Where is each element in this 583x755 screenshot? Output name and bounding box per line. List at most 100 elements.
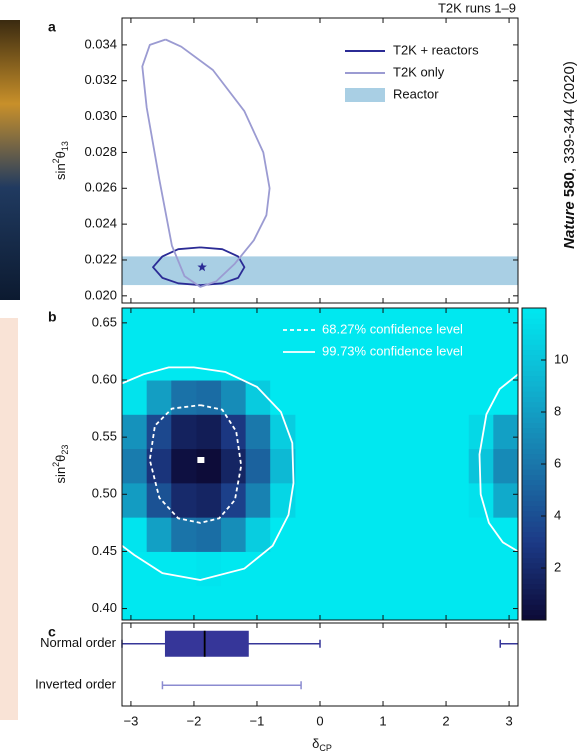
heat-cell xyxy=(444,517,470,552)
colorbar-segment xyxy=(522,589,546,595)
y-tick-label: 0.028 xyxy=(84,144,117,159)
box xyxy=(165,631,249,657)
colorbar-segment xyxy=(522,599,546,605)
colorbar-segment xyxy=(522,396,546,402)
heat-cell xyxy=(419,517,444,552)
colorbar-segment xyxy=(522,433,546,439)
colorbar-segment xyxy=(522,500,546,506)
colorbar-segment xyxy=(522,506,546,512)
heat-cell xyxy=(295,517,320,552)
heat-cell xyxy=(147,586,172,621)
colorbar-segment xyxy=(522,365,546,371)
heat-cell xyxy=(320,449,345,484)
legend-label: Reactor xyxy=(393,86,439,101)
heat-cell xyxy=(122,414,147,449)
pages: , 339-344 (2020) xyxy=(561,61,578,172)
heat-cell xyxy=(171,346,197,381)
heat-cell xyxy=(394,483,419,518)
colorbar-segment xyxy=(522,386,546,392)
colorbar-segment xyxy=(522,329,546,335)
heat-cell xyxy=(345,449,371,484)
colorbar-segment xyxy=(522,417,546,423)
heat-cell xyxy=(196,346,221,381)
heat-cell xyxy=(171,308,197,346)
heat-cell xyxy=(419,380,444,415)
colorbar-tick-label: 8 xyxy=(554,403,561,418)
y-tick-label: 0.40 xyxy=(92,600,117,615)
y-tick-label: 0.034 xyxy=(84,36,117,51)
heat-cell xyxy=(147,517,172,552)
heat-cell xyxy=(370,483,395,518)
heat-cell xyxy=(270,308,296,346)
x-tick-label: 0 xyxy=(316,713,323,728)
y-tick-label: 0.020 xyxy=(84,287,117,302)
legend-swatch xyxy=(345,88,385,102)
heat-cell xyxy=(493,586,518,621)
y-axis-label: sin2θ13 xyxy=(51,141,70,180)
x-tick-label: −2 xyxy=(187,713,202,728)
colorbar-segment xyxy=(522,464,546,470)
colorbar-segment xyxy=(522,350,546,356)
heat-cell xyxy=(270,380,296,415)
contour-line xyxy=(142,40,269,287)
colorbar-segment xyxy=(522,578,546,584)
colorbar-segment xyxy=(522,428,546,434)
heat-cell xyxy=(419,483,444,518)
heat-cell xyxy=(345,414,371,449)
colorbar-segment xyxy=(522,412,546,418)
colorbar-segment xyxy=(522,474,546,480)
y-tick-label: 0.65 xyxy=(92,314,117,329)
heat-cell xyxy=(246,308,271,346)
colorbar-segment xyxy=(522,376,546,382)
colorbar-segment xyxy=(522,490,546,496)
colorbar-segment xyxy=(522,547,546,553)
colorbar-segment xyxy=(522,537,546,543)
heat-cell xyxy=(122,483,147,518)
colorbar-segment xyxy=(522,308,546,314)
figure: T2K runs 1–9 Nature 580, 339-344 (2020) … xyxy=(0,0,583,755)
heat-cell xyxy=(270,551,296,586)
heat-cell xyxy=(221,517,246,552)
heat-cell xyxy=(246,449,271,484)
colorbar-segment xyxy=(522,402,546,408)
label-part: sin xyxy=(53,467,68,484)
heat-cell xyxy=(147,483,172,518)
heat-cell xyxy=(493,449,518,484)
heat-cell xyxy=(196,308,221,346)
colorbar-segment xyxy=(522,422,546,428)
heat-cell xyxy=(394,551,419,586)
label-sub: 23 xyxy=(60,445,70,455)
colorbar-segment xyxy=(522,526,546,532)
colorbar-segment xyxy=(522,318,546,324)
heat-cell xyxy=(345,551,371,586)
heat-cell xyxy=(444,380,470,415)
label-part: θ xyxy=(53,151,68,158)
colorbar-segment xyxy=(522,324,546,330)
legend-label: 99.73% confidence level xyxy=(322,343,463,358)
heat-cell xyxy=(246,517,271,552)
colorbar-segment xyxy=(522,313,546,319)
heat-cell xyxy=(370,449,395,484)
colorbar-segment xyxy=(522,360,546,366)
heat-cell xyxy=(469,517,494,552)
heat-cell xyxy=(221,380,246,415)
colorbar-segment xyxy=(522,454,546,460)
heat-cell xyxy=(171,551,197,586)
heat-cell xyxy=(394,380,419,415)
colorbar-segment xyxy=(522,469,546,475)
heat-cell xyxy=(394,414,419,449)
heat-cell xyxy=(493,483,518,518)
heat-cell xyxy=(221,414,246,449)
volume: 580 xyxy=(561,172,578,197)
colorbar-segment xyxy=(522,568,546,574)
heat-cell xyxy=(444,483,470,518)
heat-cell xyxy=(469,551,494,586)
heat-cell xyxy=(419,449,444,484)
heat-cell xyxy=(370,380,395,415)
colorbar-segment xyxy=(522,521,546,527)
colorbar-segment xyxy=(522,558,546,564)
heat-cell xyxy=(122,551,147,586)
colorbar-segment xyxy=(522,344,546,350)
panel-label: a xyxy=(48,19,56,35)
heat-cell xyxy=(295,380,320,415)
